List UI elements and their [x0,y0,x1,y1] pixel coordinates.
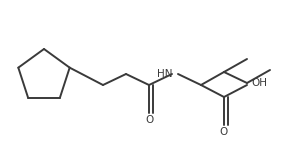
Text: OH: OH [251,78,267,88]
Text: O: O [145,115,153,125]
Text: HN: HN [157,69,172,79]
Text: O: O [220,127,228,137]
